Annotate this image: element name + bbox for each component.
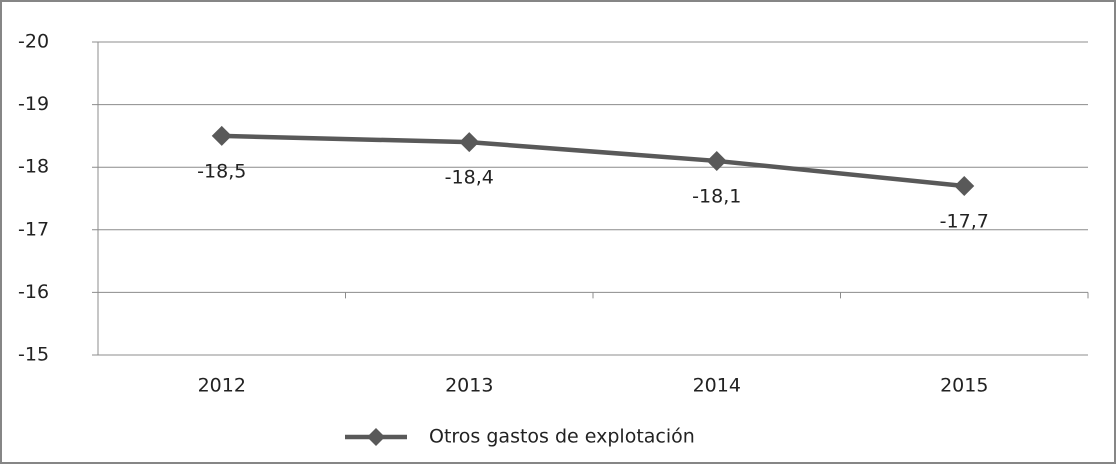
x-tick-label: 2014 [693,375,741,397]
data-label: -18,5 [197,160,246,182]
y-tick-label: -17 [18,218,49,240]
point-marker [459,132,480,153]
y-tick-label: -20 [18,31,49,53]
legend-marker [367,428,385,446]
x-tick-label: 2015 [940,375,988,397]
y-tick-label: -15 [18,344,49,366]
data-label: -18,4 [445,167,494,189]
y-tick-label: -16 [18,281,49,303]
point-marker [706,150,727,171]
data-label: -17,7 [940,210,989,232]
series-line [221,133,965,189]
point-marker [211,125,232,146]
x-tick-label: 2013 [445,375,493,397]
y-tick-label: -19 [18,93,49,115]
y-tick-label: -18 [18,156,49,178]
point-marker [954,175,975,196]
x-tick-label: 2012 [198,375,246,397]
legend-label: Otros gastos de explotación [429,426,695,448]
data-label: -18,1 [692,185,741,207]
